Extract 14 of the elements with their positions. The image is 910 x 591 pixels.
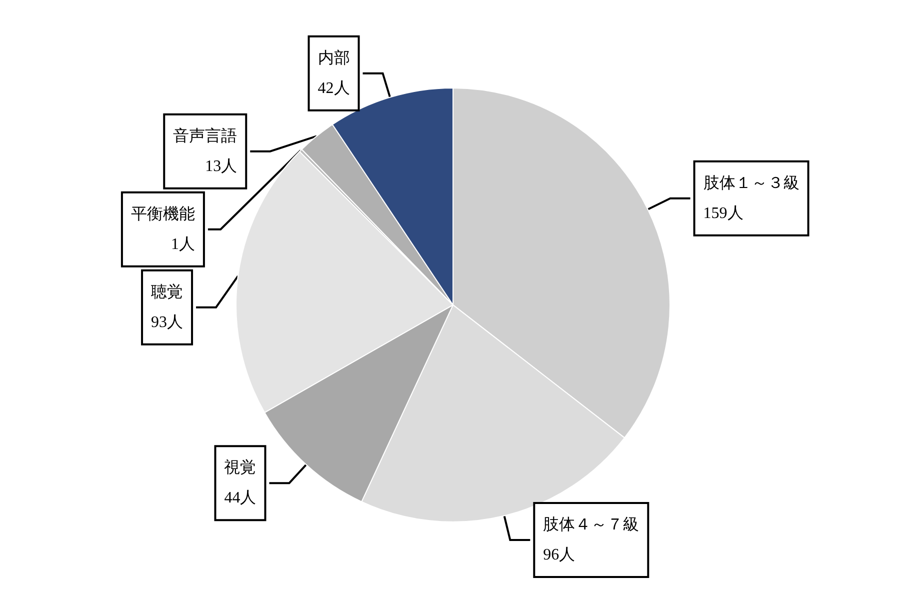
slice-label: 平衡機能 xyxy=(130,204,195,223)
data-label: 42人 xyxy=(318,80,350,97)
data-label: 96人 xyxy=(543,546,576,564)
slice-label: 視覚 xyxy=(224,458,256,477)
slice-label: 内部 xyxy=(318,48,350,67)
slice-label: 聴覚 xyxy=(151,282,184,301)
data-label: 1人 xyxy=(170,236,195,253)
data-label: 159人 xyxy=(703,204,744,222)
slice-label: 肢体１～３級 xyxy=(703,174,800,192)
data-label: 13人 xyxy=(205,158,238,175)
slice-label: 音声言語 xyxy=(173,126,238,145)
slice-label: 肢体４～７級 xyxy=(543,516,640,534)
data-label: 44人 xyxy=(224,490,256,507)
data-label: 93人 xyxy=(151,314,184,331)
